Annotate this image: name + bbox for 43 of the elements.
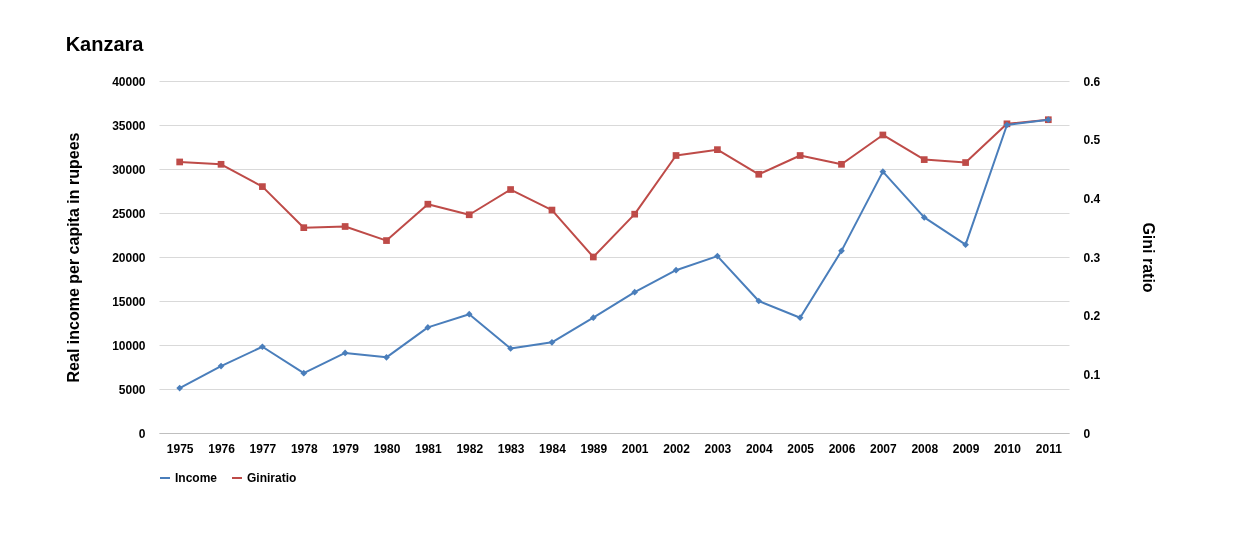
y2-tick-label: 0.2 — [1083, 309, 1101, 324]
x-tick-label: 2003 — [704, 441, 732, 456]
y2-tick-label: 0.5 — [1083, 133, 1101, 148]
y-tick-label: 10000 — [112, 338, 146, 353]
x-tick-label: 1984 — [539, 441, 567, 456]
x-tick-label: 1983 — [497, 441, 525, 456]
y2-tick-label: 0.6 — [1083, 74, 1101, 89]
y2-tick-label: 0.1 — [1083, 367, 1101, 382]
x-tick-label: 2004 — [745, 441, 773, 456]
x-tick-label: 1980 — [373, 441, 401, 456]
y-tick-label: 35000 — [112, 118, 146, 133]
y2-axis-title: Gini ratio — [1140, 222, 1158, 293]
y-tick-label: 20000 — [112, 250, 146, 265]
x-tick-label: 2008 — [911, 441, 939, 456]
x-tick-label: 2010 — [994, 441, 1022, 456]
y2-tick-label: 0.3 — [1083, 250, 1101, 265]
x-tick-label: 2011 — [1035, 441, 1063, 456]
x-tick-label: 1981 — [415, 441, 443, 456]
y-tick-label: 0 — [138, 426, 146, 441]
y-tick-label: 25000 — [112, 206, 146, 221]
y-axis-title: Real income per capita in rupees — [65, 132, 83, 383]
x-tick-label: 1989 — [580, 441, 608, 456]
x-tick-label: 2005 — [787, 441, 815, 456]
x-tick-label: 2007 — [870, 441, 898, 456]
x-tick-label: 1978 — [290, 441, 318, 456]
legend-label: Income — [175, 471, 218, 485]
y-tick-label: 40000 — [112, 74, 146, 89]
legend-label: Giniratio — [247, 471, 297, 485]
x-tick-label: 1975 — [166, 441, 194, 456]
y2-tick-label: 0 — [1083, 426, 1091, 441]
x-tick-label: 1977 — [249, 441, 277, 456]
x-tick-label: 2006 — [828, 441, 856, 456]
x-tick-label: 1979 — [332, 441, 360, 456]
x-tick-label: 1982 — [456, 441, 484, 456]
chart-title: Kanzara — [65, 33, 145, 55]
x-tick-label: 2002 — [663, 441, 691, 456]
y2-tick-label: 0.4 — [1083, 191, 1101, 206]
y-tick-label: 30000 — [112, 162, 146, 177]
y-tick-label: 15000 — [112, 294, 146, 309]
x-tick-label: 1976 — [208, 441, 236, 456]
x-tick-label: 2009 — [952, 441, 980, 456]
x-tick-label: 2001 — [621, 441, 649, 456]
y-tick-label: 5000 — [118, 382, 146, 397]
